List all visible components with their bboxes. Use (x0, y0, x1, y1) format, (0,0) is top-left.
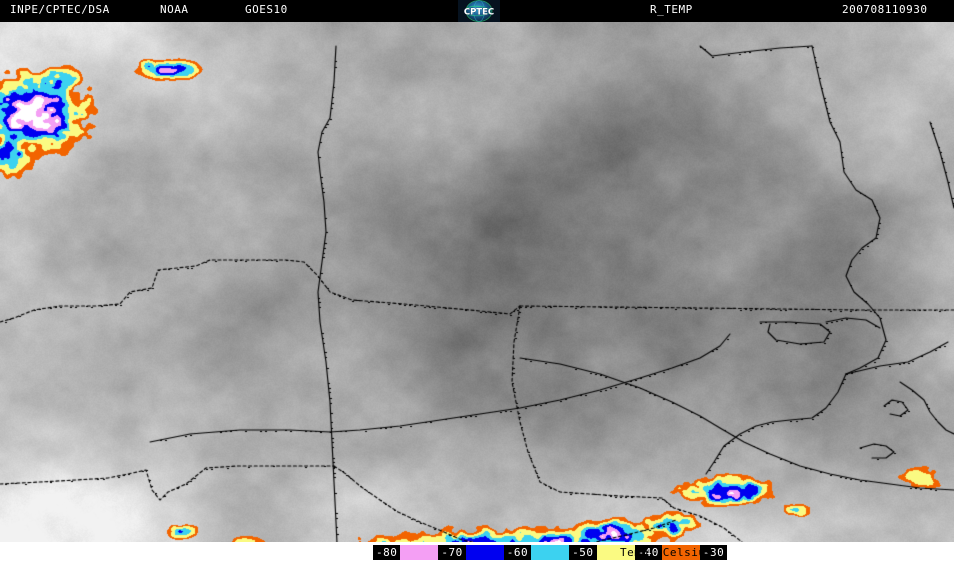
legend-label-minus30: -30 (699, 545, 728, 560)
legend-swatch-minus-60-to-50 (531, 545, 570, 560)
header-satellite: GOES10 (245, 3, 288, 16)
satellite-image (0, 22, 954, 542)
svg-text:CPTEC: CPTEC (464, 7, 494, 17)
legend-swatch-below-80 (335, 545, 373, 560)
header-agency: INPE/CPTEC/DSA (10, 3, 110, 16)
legend-label-minus80: -80 (373, 545, 401, 560)
header-timestamp: 200708110930 (842, 3, 928, 16)
legend-label-minus70: -70 (438, 545, 466, 560)
legend-label-minus60: -60 (503, 545, 532, 560)
header-source: NOAA (160, 3, 189, 16)
infrared-cloud-canvas (0, 22, 954, 542)
legend-scale: -80 -70 -60 -50 -40 -30 (335, 545, 728, 560)
legend-swatch-minus-80-to-70 (400, 545, 439, 560)
cptec-logo-icon: CPTEC (458, 0, 500, 22)
legend-swatch-minus-70-to-60 (465, 545, 504, 560)
temperature-legend: -80 -70 -60 -50 -40 -30 Temp. Celsius (0, 542, 954, 562)
legend-label-minus40: -40 (634, 545, 662, 560)
header-product: R_TEMP (650, 3, 693, 16)
header-bar: INPE/CPTEC/DSA NOAA GOES10 R_TEMP 200708… (0, 0, 954, 22)
legend-swatch-minus-40-to-30 (661, 545, 700, 560)
legend-label-minus50: -50 (569, 545, 597, 560)
legend-caption: Temp. Celsius (620, 546, 713, 559)
legend-swatch-minus-50-to-40 (596, 545, 635, 560)
